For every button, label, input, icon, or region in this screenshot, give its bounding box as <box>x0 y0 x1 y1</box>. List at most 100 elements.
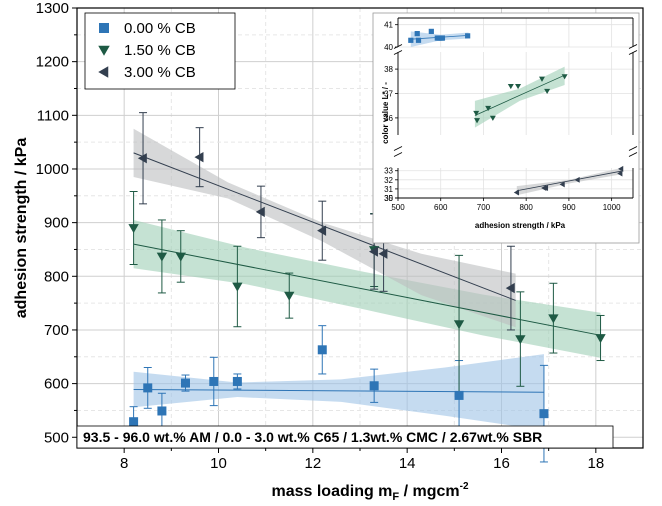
inset-point-square <box>415 37 422 43</box>
inset-point-triangle-left <box>559 181 565 188</box>
inset-axis-break-mark <box>393 50 403 55</box>
y-tick-label: 700 <box>44 322 69 339</box>
inset-point-triangle-down <box>515 83 522 90</box>
inset-axis-break-mark <box>628 152 638 157</box>
inset-point-square <box>408 37 414 43</box>
data-point-0-00-cb <box>454 390 464 400</box>
data-point-1-50-cb <box>175 252 186 262</box>
inset-data-points <box>408 28 624 196</box>
y-tick-label: 600 <box>44 376 69 393</box>
x-axis-title-unit: / mgcm <box>399 483 459 500</box>
x-tick-label: 8 <box>120 455 128 472</box>
inset-chart: 500 600 700 800 900 100030313233353637384041 … <box>372 12 640 244</box>
inset-point-triangle-down <box>474 118 481 124</box>
inset-x-tick-label: 700 <box>477 203 491 212</box>
fit-line-1-50-cb <box>133 243 601 336</box>
data-point-0-00-cb <box>232 376 242 386</box>
inset-background <box>372 12 640 244</box>
composition-annotation: 93.5 - 96.0 wt.% AM / 0.0 - 3.0 wt.% C65… <box>76 425 614 449</box>
inset-band-triangle-down <box>474 66 565 128</box>
inset-y-tick-label: 40 <box>384 43 393 52</box>
legend-label-0-00-cb: 0.00 % CB <box>124 20 196 37</box>
y-tick-label: 500 <box>44 429 69 446</box>
confidence-band-1-50-cb <box>133 219 601 358</box>
data-point-3-00-cb <box>317 225 327 236</box>
inset-axis-break-mark <box>628 146 638 151</box>
inset-point-square <box>428 28 434 34</box>
inset-point-square <box>439 35 446 41</box>
inset-point-square <box>414 31 420 37</box>
y-axis-title: adhesion strength / kPa <box>13 138 30 319</box>
x-tick-label: 10 <box>210 455 227 472</box>
legend-label-1-50-cb: 1.50 % CB <box>124 42 196 59</box>
data-point-0-00-cb <box>157 406 167 416</box>
inset-y-tick-label: 32 <box>384 176 393 185</box>
inset-axis-break-mark <box>393 44 403 49</box>
x-tick-label: 16 <box>493 455 510 472</box>
data-point-0-00-cb <box>369 381 379 391</box>
inset-point-square <box>465 33 471 39</box>
x-axis-title: mass loading mF / mgcm-2 <box>271 481 468 503</box>
y-tick-label: 900 <box>44 215 69 232</box>
inset-frame <box>393 17 638 199</box>
inset-point-triangle-down <box>539 76 545 82</box>
inset-y-tick-label: 30 <box>384 194 393 203</box>
inset-axis-break-mark <box>393 152 403 157</box>
data-point-3-00-cb <box>378 248 388 259</box>
y-tick-label: 800 <box>44 268 69 285</box>
inset-y-tick-label: 33 <box>384 167 393 176</box>
legend-marker-3-00-cb <box>98 66 109 78</box>
inset-point-triangle-left <box>618 165 624 172</box>
legend: 0.00 % CB 1.50 % CB 3.00 % CB <box>84 12 236 90</box>
legend-label-3-00-cb: 3.00 % CB <box>124 64 196 81</box>
inset-point-triangle-down <box>561 74 568 80</box>
legend-marker-1-50-cb <box>98 45 110 56</box>
inset-point-triangle-left <box>617 170 623 177</box>
data-point-0-00-cb <box>143 383 153 393</box>
x-tick-label: 12 <box>304 455 321 472</box>
data-point-0-00-cb <box>317 345 327 355</box>
data-point-0-00-cb <box>539 409 549 419</box>
data-point-0-00-cb <box>180 378 190 388</box>
inset-axis-break-mark <box>628 44 638 49</box>
y-tick-label: 1000 <box>36 161 69 178</box>
inset-point-triangle-left <box>513 189 519 196</box>
legend-box <box>84 12 236 90</box>
inset-point-triangle-left <box>574 176 580 183</box>
y-tick-label: 1100 <box>37 107 69 124</box>
y-tick-label: 1200 <box>36 54 69 71</box>
inset-x-tick-label: 900 <box>562 203 576 212</box>
inset-x-tick-label: 800 <box>520 203 534 212</box>
inset-y-tick-label: 36 <box>384 114 393 123</box>
legend-marker-0-00-cb <box>99 23 109 33</box>
legend-items: 0.00 % CB 1.50 % CB 3.00 % CB <box>98 20 196 81</box>
data-point-1-50-cb <box>284 291 295 301</box>
inset-x-axis-title: adhesion strength / kPa <box>475 221 566 230</box>
inset-axis-break-mark <box>628 50 638 55</box>
fit-line-0-00-cb <box>133 389 544 393</box>
inset-fit-line-triangle-down <box>474 74 565 116</box>
inset-x-tick-label: 500 <box>391 203 405 212</box>
data-point-1-50-cb <box>453 320 465 330</box>
inset-point-triangle-down <box>507 83 514 90</box>
data-point-1-50-cb <box>156 252 168 262</box>
inset-point-triangle-down <box>473 110 480 117</box>
inset-point-triangle-down <box>485 105 492 112</box>
confidence-band-0-00-cb <box>133 354 544 431</box>
x-tick-label: 18 <box>587 455 604 472</box>
data-point-3-00-cb <box>505 282 515 294</box>
inset-y-axis-title: color value L* / - <box>381 82 390 144</box>
x-axis-title-subscript: F <box>392 491 399 503</box>
inset-y-tick-label: 31 <box>384 185 393 194</box>
annotation-text: 93.5 - 96.0 wt.% AM / 0.0 - 3.0 wt.% C65… <box>83 429 542 445</box>
inset-point-triangle-down <box>489 115 496 121</box>
inset-axis-break-mark <box>393 146 403 151</box>
data-point-1-50-cb <box>548 314 559 324</box>
data-point-1-50-cb <box>232 282 243 292</box>
axis-ticks: 8 10 12 14 16 18 500 600 700 800 900 1000 1100 1200 13… <box>36 0 605 472</box>
data-point-3-00-cb <box>255 206 265 218</box>
data-point-1-50-cb <box>595 334 606 344</box>
